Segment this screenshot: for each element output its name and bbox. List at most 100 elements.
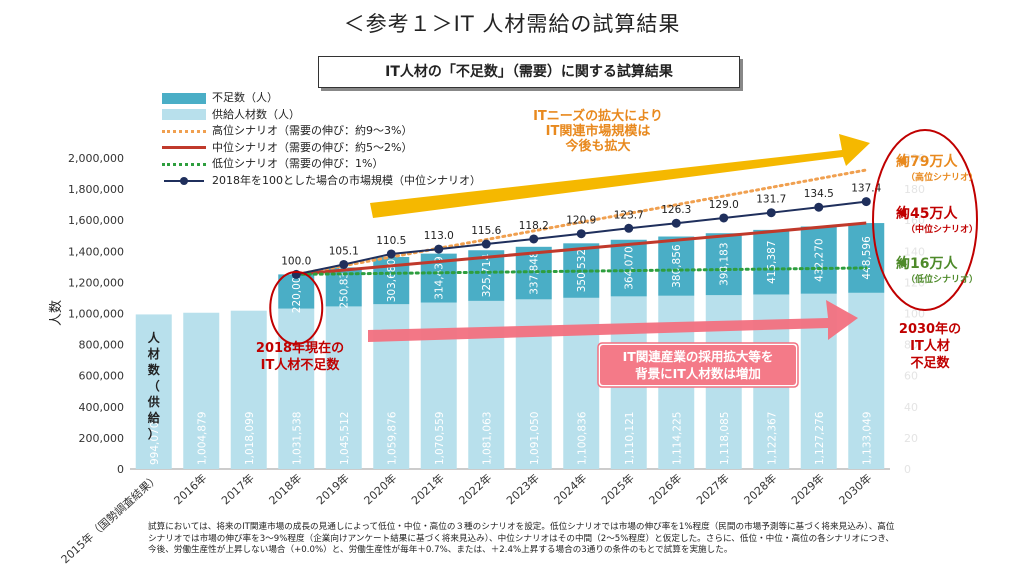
legend-label: 中位シナリオ（需要の伸び：約5～2%） (212, 140, 413, 154)
x-tick-label: 2030年 (836, 471, 874, 508)
supply-bar (135, 314, 172, 469)
supply-bar-label: 1,133,049 (861, 412, 873, 465)
x-tick-label: 2017年 (218, 471, 256, 508)
legend-swatch (162, 92, 206, 104)
supply-bar (230, 310, 267, 469)
shortage-bar-label: 432,270 (814, 238, 826, 281)
scenario-pointer (896, 156, 907, 166)
y-tick-label: 1,600,000 (68, 214, 124, 227)
x-tick-label: 2015年（国勢調査結果） (58, 471, 162, 566)
market-index-label: 129.0 (709, 199, 739, 211)
y-axis-label: 人数 (49, 300, 64, 326)
supply-bar (325, 306, 362, 469)
market-index-point (339, 259, 349, 269)
y-tick-label: 0 (117, 463, 124, 476)
mid-scenario-line (296, 221, 867, 276)
x-tick-label: 2025年 (598, 471, 636, 508)
market-index-label: 118.2 (519, 220, 549, 232)
legend-label: 低位シナリオ（需要の伸び：1%） (212, 157, 384, 170)
supply-bar-label: 1,018,099 (244, 412, 256, 465)
supply-bar-label: 1,045,512 (339, 412, 351, 465)
shortage-bar (278, 274, 315, 309)
scenario-shortage-value: 約79万人 (896, 153, 958, 170)
shortage-bar (658, 236, 695, 296)
shortage-bar-label: 250,835 (339, 265, 351, 308)
scenario-shortage-caption: （低位シナリオ） (906, 273, 978, 285)
market-growth-annotation: 今後も拡大 (564, 138, 630, 154)
right-axis-tick-label: 60 (904, 370, 918, 383)
supply-vertical-label: 給 (148, 410, 161, 425)
supply-vertical-label: 人 (148, 330, 161, 345)
shortage-bar-label: 350,532 (576, 249, 588, 292)
y-tick-label: 1,400,000 (68, 245, 124, 258)
market-index-label: 120.9 (566, 215, 596, 227)
right-axis-tick-label: 180 (904, 183, 925, 196)
market-index-point (529, 234, 539, 244)
shortage-bar-label: 325,714 (481, 254, 493, 298)
supply-vertical-label: （ (148, 378, 160, 393)
supply-bar (848, 292, 885, 469)
hiring-annotation-fill (600, 345, 796, 385)
right-axis-tick-label: 120 (904, 276, 925, 289)
market-index-point (861, 197, 871, 207)
shortage-bar-label: 303,680 (386, 259, 398, 302)
market-index-point (671, 218, 681, 228)
shortage-bar (705, 233, 742, 296)
shortage-2030-annotation: IT人材 (910, 338, 950, 354)
shortage-bar-label: 337,848 (529, 251, 541, 294)
y-tick-label: 600,000 (79, 370, 125, 383)
market-index-point (481, 239, 491, 249)
scenario-shortage-caption: （中位シナリオ） (906, 223, 978, 235)
shortage-bar-label: 380,856 (671, 244, 683, 288)
right-axis-tick-label: 40 (904, 401, 918, 414)
legend: 不足数（人） 供給人材数（人） 高位シナリオ（需要の伸び：約9～3%） 中位シナリオ（… (162, 90, 481, 189)
legend-item: 供給人材数（人） (162, 107, 481, 124)
supply-bar (278, 308, 315, 469)
y-tick-label: 2,000,000 (68, 152, 124, 165)
supply-bar (183, 312, 220, 469)
legend-swatch (162, 125, 206, 137)
chart-title: IT人材の「不足数」（需要）に関する試算結果 (318, 56, 740, 88)
x-tick-label: 2022年 (456, 471, 494, 508)
supply-vertical-label: 供 (147, 394, 160, 409)
y-tick-label: 200,000 (79, 432, 125, 445)
right-axis-tick-label: 160 (904, 214, 925, 227)
shortage-bar (753, 229, 790, 295)
supply-bar-label: 1,118,085 (719, 412, 731, 465)
supply-bar-label: 1,081,063 (481, 412, 493, 465)
shortage-2018-annotation: IT人材不足数 (261, 357, 341, 373)
supply-bar-label: 1,070,559 (434, 412, 446, 465)
x-tick-label: 2028年 (741, 471, 779, 508)
supply-bar-label: 1,031,538 (291, 412, 303, 465)
legend-item: 高位シナリオ（需要の伸び：約9～3%） (162, 123, 481, 140)
market-index-label: 131.7 (756, 194, 786, 206)
market-index-label: 115.6 (471, 225, 501, 237)
shortage-bar-label: 220,000 (291, 270, 303, 313)
market-index-point (814, 202, 824, 212)
x-tick-label: 2024年 (551, 471, 589, 508)
market-index-point (434, 244, 444, 254)
supply-bar-label: 1,091,050 (529, 412, 541, 465)
shortage-bar (610, 239, 647, 297)
legend-swatch (162, 142, 206, 154)
low-scenario-line (294, 266, 868, 276)
legend-swatch (162, 109, 206, 121)
shortage-bar (800, 226, 837, 294)
market-growth-annotation: IT関連市場規模は (546, 123, 651, 139)
y-tick-label: 400,000 (79, 401, 125, 414)
shortage-bar-label: 314,439 (434, 256, 446, 299)
supply-vertical-label: 材 (147, 346, 160, 361)
market-index-label: 126.3 (661, 204, 691, 216)
scenario-shortage-value: 約45万人 (896, 205, 958, 222)
shortage-2030-ellipse (872, 129, 978, 311)
legend-label: 高位シナリオ（需要の伸び：約9～3%） (212, 124, 413, 137)
hiring-annotation: 背景にIT人材数は増加 (635, 366, 761, 381)
legend-swatch (162, 175, 206, 187)
hiring-annotation: IT関連産業の採用拡大等を (623, 349, 774, 364)
market-index-label: 105.1 (329, 245, 359, 257)
x-tick-label: 2021年 (408, 471, 446, 508)
market-index-label: 134.5 (804, 188, 834, 200)
scenario-shortage-value: 約16万人 (896, 255, 958, 272)
shortage-bar-label: 398,183 (719, 242, 731, 285)
